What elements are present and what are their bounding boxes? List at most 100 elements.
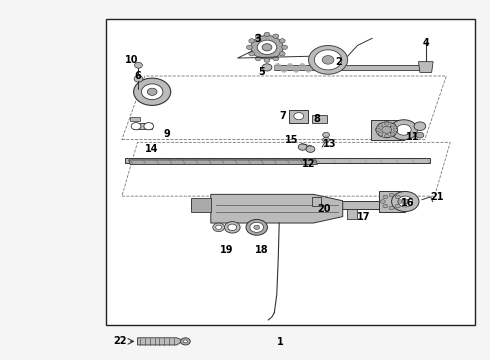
Polygon shape (125, 158, 430, 163)
Circle shape (298, 144, 307, 150)
Text: 1: 1 (277, 337, 284, 347)
Circle shape (416, 132, 424, 138)
Circle shape (251, 36, 283, 59)
Polygon shape (371, 120, 404, 140)
Circle shape (255, 34, 261, 38)
Circle shape (383, 204, 388, 208)
Text: 11: 11 (406, 132, 420, 142)
Circle shape (255, 57, 261, 60)
Text: 7: 7 (280, 111, 287, 121)
Text: 14: 14 (146, 144, 159, 154)
Circle shape (282, 45, 288, 49)
Text: 8: 8 (314, 114, 320, 124)
Circle shape (183, 340, 187, 343)
Polygon shape (138, 338, 184, 345)
Text: 3: 3 (254, 35, 261, 44)
Circle shape (224, 222, 240, 233)
Circle shape (395, 204, 400, 208)
Text: 12: 12 (302, 159, 315, 169)
Circle shape (383, 195, 388, 199)
Circle shape (391, 132, 395, 136)
Circle shape (414, 122, 426, 131)
Polygon shape (289, 110, 308, 123)
Circle shape (392, 192, 419, 212)
Circle shape (134, 76, 143, 82)
Text: 20: 20 (318, 204, 331, 214)
Circle shape (131, 123, 141, 130)
Polygon shape (418, 62, 433, 72)
Circle shape (262, 64, 272, 71)
Text: 18: 18 (255, 244, 269, 255)
Circle shape (142, 84, 163, 100)
Text: 17: 17 (357, 212, 371, 221)
Circle shape (380, 200, 385, 203)
Polygon shape (191, 201, 382, 210)
Circle shape (393, 128, 398, 132)
Circle shape (402, 199, 409, 204)
Text: 22: 22 (113, 336, 127, 346)
Circle shape (279, 39, 285, 43)
Polygon shape (133, 123, 152, 129)
Text: 9: 9 (164, 129, 170, 139)
Circle shape (315, 50, 342, 70)
Circle shape (375, 128, 380, 132)
Text: 16: 16 (401, 198, 415, 208)
Circle shape (246, 220, 268, 235)
Circle shape (147, 88, 157, 95)
Circle shape (322, 55, 334, 64)
Circle shape (279, 51, 285, 56)
Bar (106, 19, 475, 325)
Circle shape (250, 222, 264, 232)
Circle shape (323, 137, 330, 142)
Text: 13: 13 (323, 139, 337, 149)
Circle shape (228, 224, 237, 230)
Circle shape (396, 125, 411, 135)
Circle shape (391, 123, 395, 127)
Circle shape (262, 44, 272, 51)
Text: 4: 4 (422, 38, 429, 48)
Text: 10: 10 (125, 55, 138, 65)
Circle shape (378, 123, 383, 127)
Polygon shape (129, 160, 318, 165)
Circle shape (264, 32, 270, 37)
Circle shape (382, 126, 392, 134)
Circle shape (254, 225, 260, 229)
Polygon shape (379, 192, 405, 212)
Circle shape (294, 113, 304, 120)
Circle shape (309, 45, 347, 74)
Circle shape (180, 338, 190, 345)
Text: 19: 19 (220, 244, 233, 255)
Polygon shape (130, 117, 140, 121)
Circle shape (216, 225, 221, 229)
Circle shape (384, 134, 389, 138)
Circle shape (398, 196, 413, 207)
Circle shape (144, 123, 154, 130)
Circle shape (389, 193, 394, 197)
Polygon shape (274, 65, 420, 69)
Text: 5: 5 (258, 67, 265, 77)
Text: 6: 6 (134, 71, 141, 81)
Circle shape (378, 132, 383, 136)
Circle shape (273, 57, 279, 60)
Polygon shape (313, 116, 327, 123)
Circle shape (395, 195, 400, 199)
Circle shape (135, 62, 143, 68)
Circle shape (323, 132, 330, 137)
Circle shape (246, 45, 252, 49)
Polygon shape (191, 198, 211, 212)
Circle shape (249, 51, 255, 56)
Circle shape (273, 34, 279, 38)
Circle shape (398, 200, 403, 203)
Circle shape (134, 78, 171, 105)
Circle shape (306, 146, 315, 152)
Circle shape (389, 206, 394, 210)
Text: 21: 21 (431, 192, 444, 202)
Text: 15: 15 (285, 135, 299, 145)
Circle shape (213, 223, 224, 231)
Polygon shape (312, 197, 321, 206)
Circle shape (249, 39, 255, 43)
Circle shape (384, 122, 389, 125)
Circle shape (390, 120, 417, 140)
Circle shape (264, 58, 270, 62)
Polygon shape (346, 209, 357, 220)
